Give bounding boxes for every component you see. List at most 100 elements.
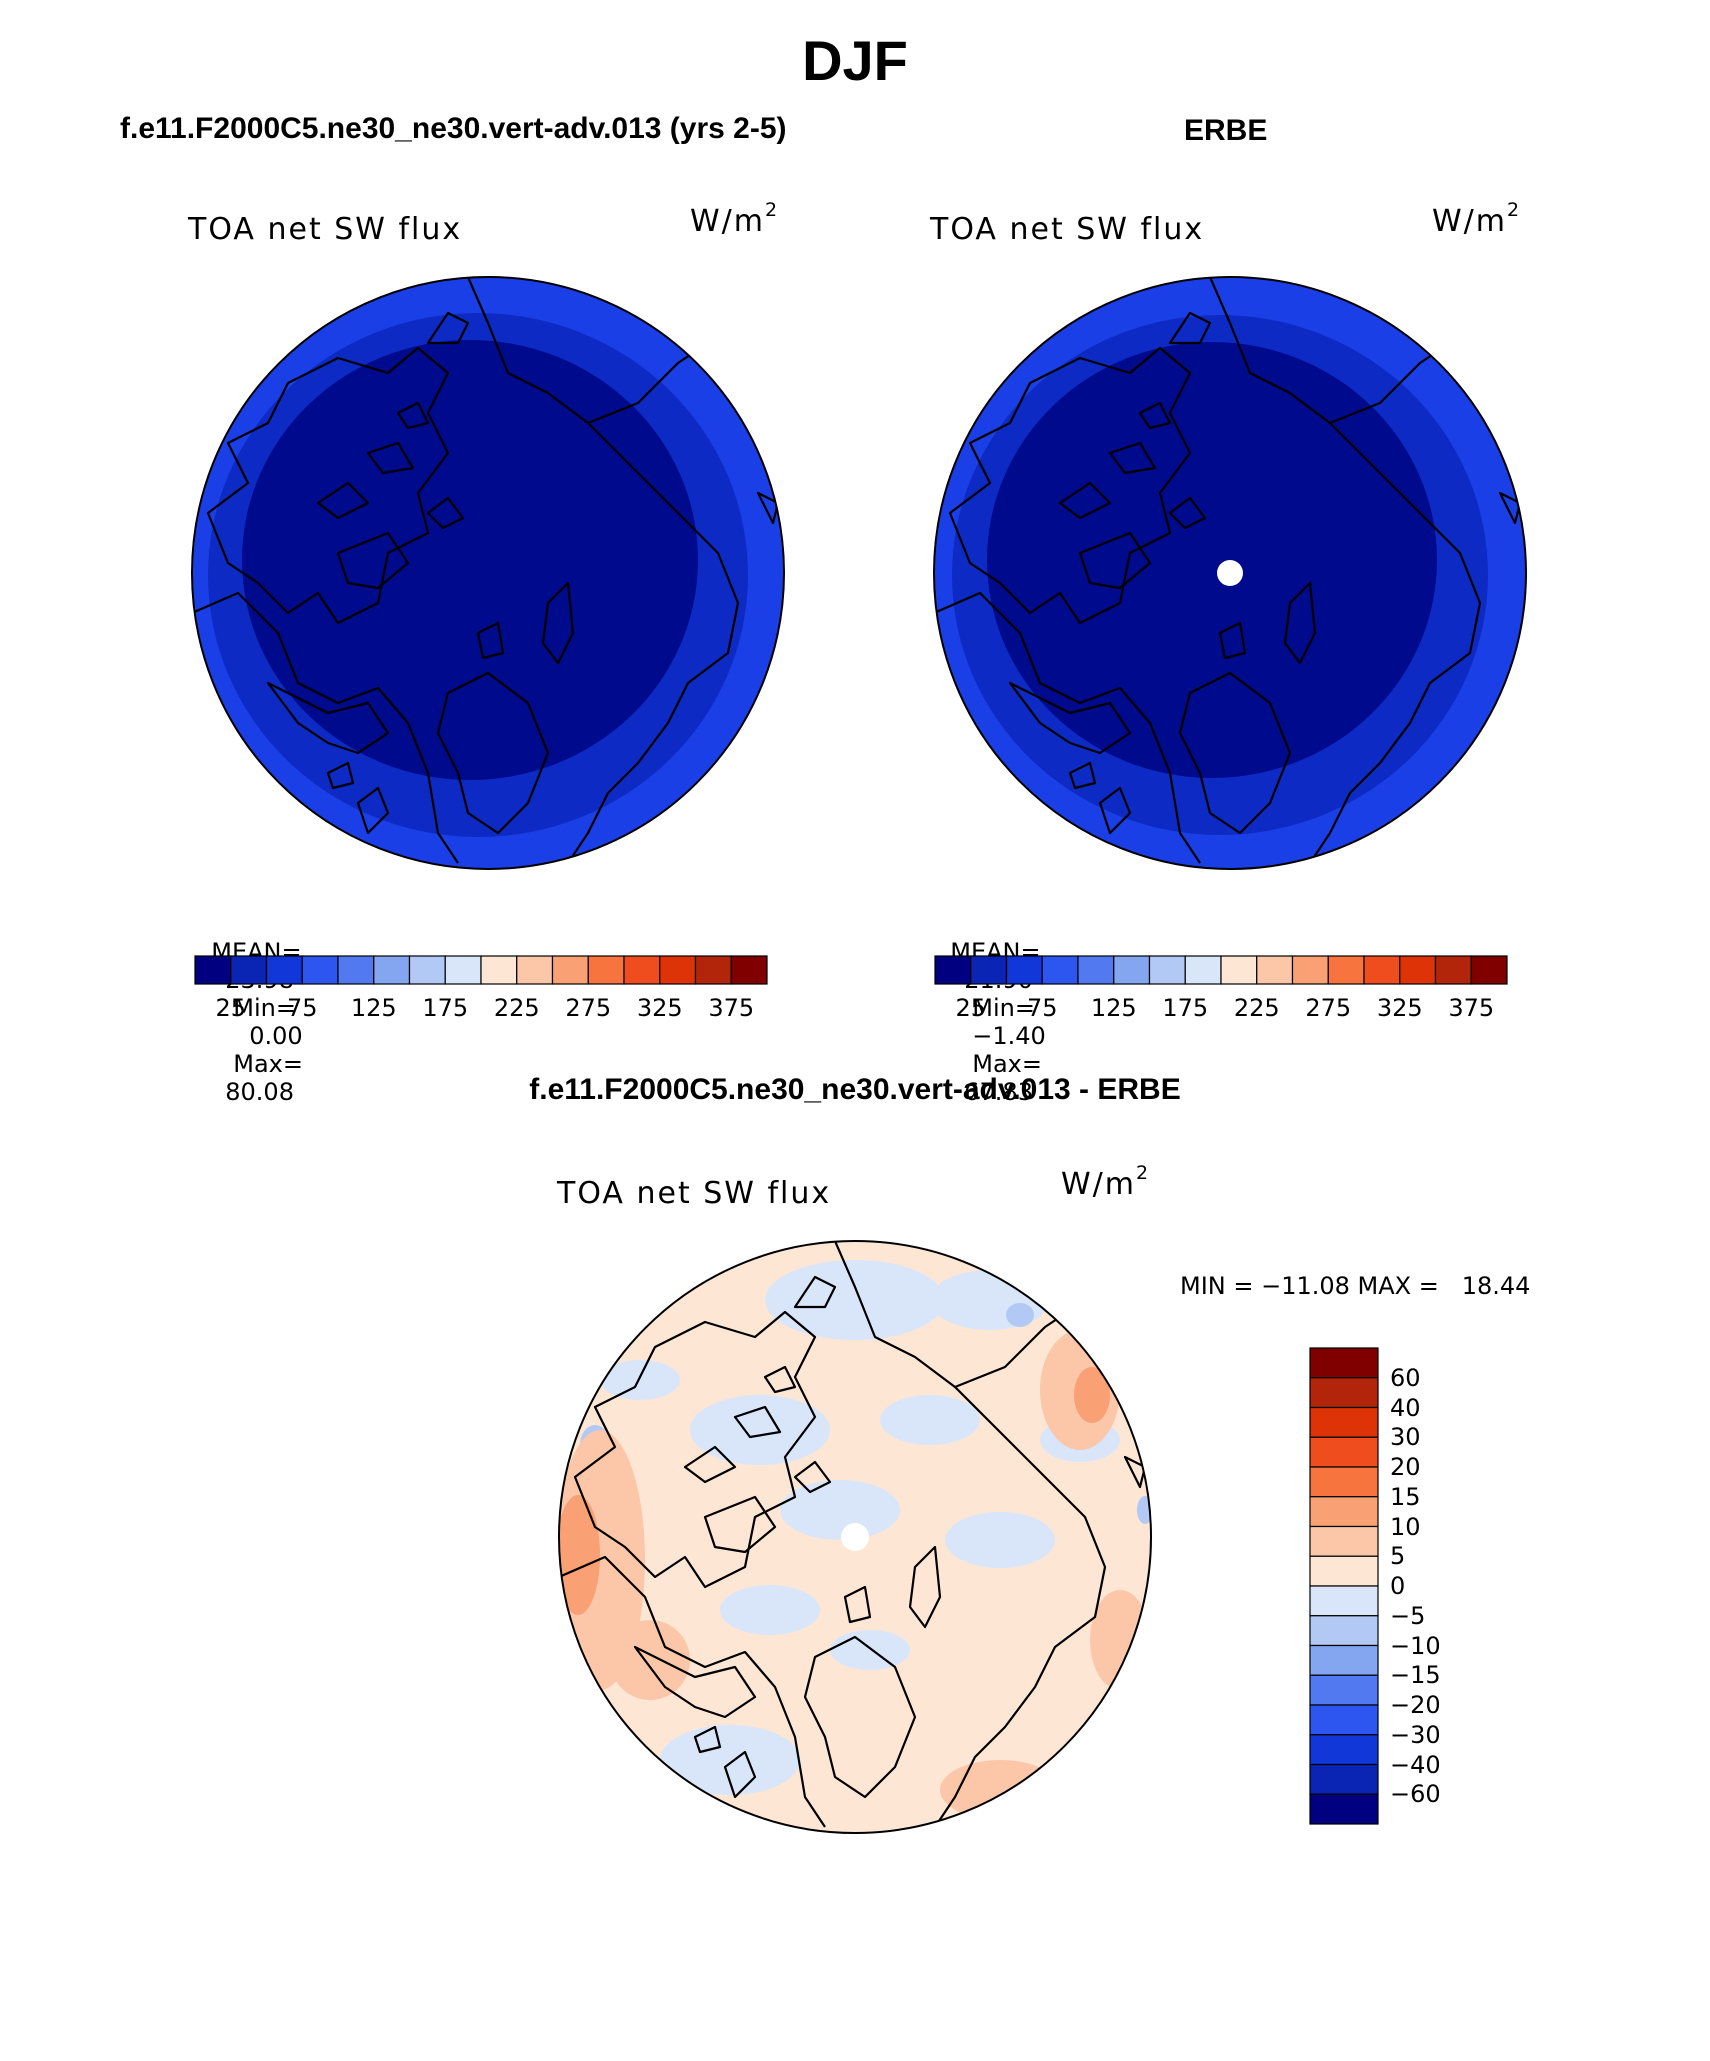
obs-title: ERBE (1184, 114, 1268, 147)
model-min-label: Min= (233, 994, 296, 1022)
diff-missing-pole (841, 1523, 869, 1551)
obs-colorbar-box (1291, 955, 1329, 985)
model-colorbar-box (230, 955, 268, 985)
obs-colorbar-tick-label: 175 (1162, 994, 1209, 1022)
obs-colorbar-box (1148, 955, 1186, 985)
obs-missing-pole (1217, 560, 1243, 586)
obs-min-value: −1.40 (972, 1022, 1046, 1050)
diff-variable-label: TOA net SW flux (557, 1176, 832, 1211)
obs-min-label: Min= (972, 994, 1035, 1022)
diff-colorbar-tick-label: 60 (1390, 1363, 1421, 1392)
diff-colorbar-box (1309, 1704, 1379, 1736)
diff-colorbar-tick-label: 40 (1390, 1393, 1421, 1422)
obs-max-value: 67.83 (964, 1078, 1033, 1106)
page-title: DJF (802, 29, 908, 92)
diff-colorbar-box (1309, 1466, 1379, 1498)
obs-max-label: Max= (972, 1050, 1042, 1078)
diff-map-border (558, 1240, 1152, 1834)
model-colorbar-box (623, 955, 661, 985)
obs-colorbar-tick-label: 325 (1376, 994, 1423, 1022)
model-colorbar-box (551, 955, 589, 985)
diff-colorbar (1309, 1347, 1379, 1825)
model-colorbar-box (301, 955, 339, 985)
diff-colorbar-tick-label: −10 (1390, 1631, 1441, 1660)
diff-colorbar-box (1309, 1406, 1379, 1438)
diff-colorbar-tick-label: 5 (1390, 1542, 1406, 1571)
model-colorbar (194, 955, 768, 985)
obs-colorbar-box (970, 955, 1008, 985)
model-colorbar-box (408, 955, 446, 985)
diff-colorbar-box (1309, 1585, 1379, 1617)
model-case-title: f.e11.F2000C5.ne30_ne30.vert-adv.013 (yr… (120, 112, 787, 145)
diff-colorbar-tick-label: 30 (1390, 1423, 1421, 1452)
diff-colorbar-tick-label: −40 (1390, 1750, 1441, 1779)
model-colorbar-box (480, 955, 518, 985)
diff-units-label: W/m2 (1061, 1162, 1151, 1202)
obs-colorbar-box (1113, 955, 1151, 985)
obs-map (934, 277, 1526, 869)
model-variable-label: TOA net SW flux (188, 212, 463, 247)
diff-colorbar-box (1309, 1615, 1379, 1647)
obs-colorbar-box (1434, 955, 1472, 985)
model-colorbar-tick-label: 325 (636, 994, 683, 1022)
obs-colorbar-tick-label: 25 (955, 994, 987, 1022)
model-colorbar-box (659, 955, 697, 985)
obs-colorbar-box (1327, 955, 1365, 985)
obs-colorbar-box (1256, 955, 1294, 985)
diff-colorbar-box (1309, 1734, 1379, 1766)
obs-colorbar-box (1363, 955, 1401, 985)
model-colorbar-box (337, 955, 375, 985)
obs-colorbar-box (934, 955, 972, 985)
model-min-value: 0.00 (249, 1022, 303, 1050)
model-colorbar-tick-label: 275 (565, 994, 612, 1022)
model-colorbar-box (516, 955, 554, 985)
obs-colorbar-box (1470, 955, 1508, 985)
diff-colorbar-tick-label: 20 (1390, 1453, 1421, 1481)
diff-colorbar-tick-label: 15 (1390, 1482, 1421, 1511)
model-colorbar-box (194, 955, 232, 985)
obs-colorbar (934, 955, 1508, 985)
obs-colorbar-tick-label: 375 (1448, 994, 1495, 1022)
diff-stats: MIN = −11.08 MAX = 18.44 (1180, 1272, 1531, 1300)
obs-colorbar-tick-label: 275 (1305, 994, 1352, 1022)
model-colorbar-box (265, 955, 303, 985)
model-max-label: Max= (233, 1050, 303, 1078)
model-colorbar-tick-label: 125 (350, 994, 397, 1022)
model-colorbar-tick-label: 75 (286, 994, 318, 1022)
model-colorbar-box (587, 955, 625, 985)
obs-colorbar-box (1077, 955, 1115, 985)
model-max-value: 80.08 (225, 1078, 294, 1106)
model-colorbar-tick-label: 175 (422, 994, 469, 1022)
diff-colorbar-tick-label: −20 (1390, 1691, 1441, 1719)
obs-units-label: W/m2 (1432, 199, 1522, 239)
diff-colorbar-tick-label: −30 (1390, 1720, 1441, 1749)
model-colorbar-tick-label: 375 (708, 994, 755, 1022)
diff-colorbar-box (1309, 1763, 1379, 1795)
model-colorbar-box (373, 955, 411, 985)
model-units-label: W/m2 (690, 199, 780, 239)
diff-colorbar-tick-label: 10 (1390, 1512, 1421, 1541)
obs-colorbar-box (1399, 955, 1437, 985)
model-colorbar-box (694, 955, 732, 985)
model-map-border (191, 276, 785, 870)
model-colorbar-tick-label: 225 (493, 994, 540, 1022)
diff-colorbar-box (1309, 1674, 1379, 1706)
obs-colorbar-box (1041, 955, 1079, 985)
diff-colorbar-box (1309, 1525, 1379, 1557)
difference-title: f.e11.F2000C5.ne30_ne30.vert-adv.013 - E… (529, 1073, 1181, 1106)
diff-colorbar-tick-label: −60 (1390, 1780, 1441, 1809)
diff-colorbar-box (1309, 1436, 1379, 1468)
diff-colorbar-tick-label: 0 (1390, 1572, 1406, 1600)
model-colorbar-box (730, 955, 768, 985)
diff-colorbar-box (1309, 1555, 1379, 1587)
model-map (192, 277, 784, 869)
diff-colorbar-tick-label: −15 (1390, 1661, 1441, 1690)
obs-colorbar-tick-label: 225 (1233, 994, 1280, 1022)
diff-colorbar-box (1309, 1496, 1379, 1528)
obs-colorbar-box (1005, 955, 1043, 985)
obs-colorbar-box (1184, 955, 1222, 985)
obs-colorbar-tick-label: 75 (1026, 994, 1058, 1022)
diff-colorbar-box (1309, 1347, 1379, 1379)
obs-colorbar-tick-label: 125 (1090, 994, 1137, 1022)
